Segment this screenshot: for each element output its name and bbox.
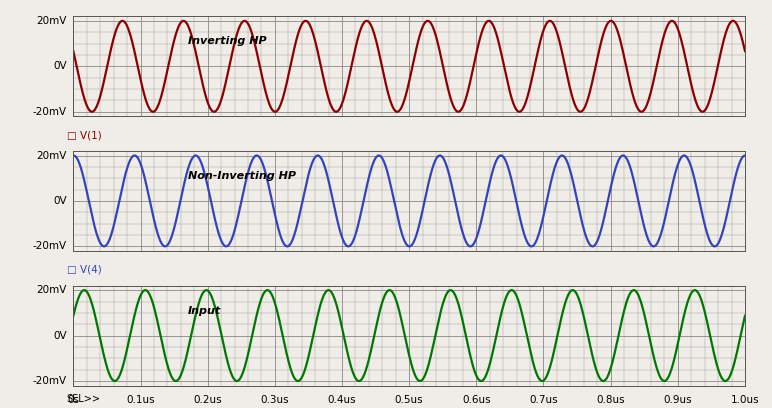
Text: -20mV: -20mV [32, 376, 66, 386]
Text: 20mV: 20mV [36, 151, 66, 160]
Text: SEL>>: SEL>> [66, 394, 100, 404]
Text: 20mV: 20mV [36, 285, 66, 295]
Text: 20mV: 20mV [36, 16, 66, 26]
Text: Non-Inverting HP: Non-Inverting HP [188, 171, 296, 181]
Text: □ V(1): □ V(1) [66, 130, 101, 140]
Text: -20mV: -20mV [32, 107, 66, 117]
Text: □ V(4): □ V(4) [66, 265, 101, 275]
Text: 0V: 0V [53, 196, 66, 206]
Text: 0V: 0V [53, 61, 66, 71]
Text: 0V: 0V [53, 330, 66, 341]
Text: Inverting HP: Inverting HP [188, 36, 266, 47]
Text: Input: Input [188, 306, 221, 316]
Text: -20mV: -20mV [32, 242, 66, 251]
